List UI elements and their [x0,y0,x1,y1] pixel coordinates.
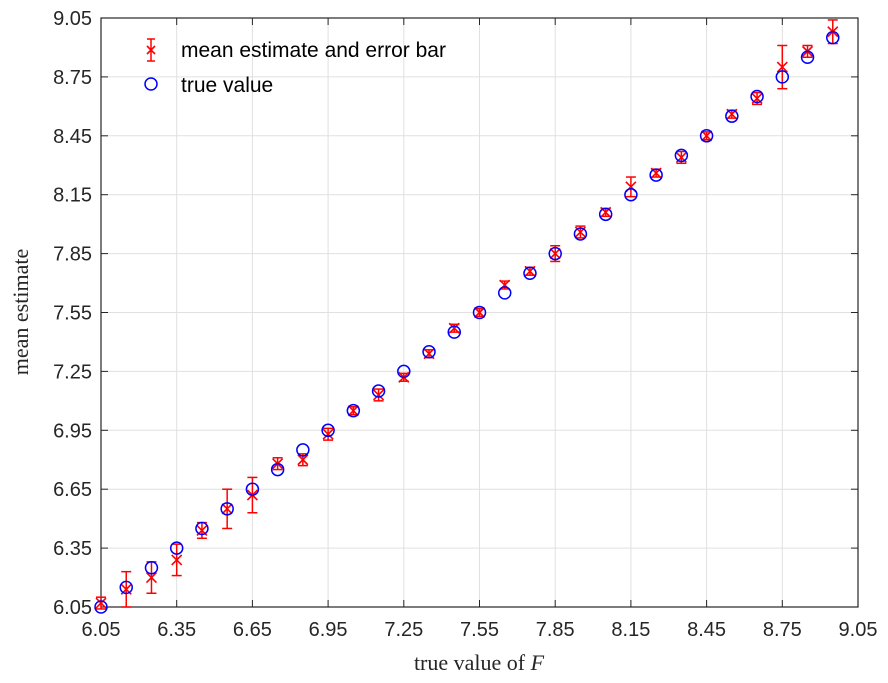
data-point-true-value [144,560,159,575]
data-point-true-value [725,109,739,123]
data-point-mean-estimate [347,405,359,417]
data-point-true-value [447,325,462,339]
data-point-true-value [397,364,411,379]
data-point-true-value [220,502,234,516]
data-point-true-value [624,187,638,202]
data-point-true-value [296,443,310,457]
data-point-mean-estimate [221,503,233,515]
data-point-mean-estimate [297,454,309,466]
data-point-mean-estimate [776,61,788,73]
data-point-true-value [573,227,588,241]
data-point-mean-estimate [701,130,713,142]
y-tick-label: 6.95 [53,420,92,442]
axis-ticks: 6.05 6.35 6.65 6.95 7.25 7.55 7.85 8.15 8.45 8.75… [53,8,877,641]
x-tick-label: 9.05 [839,619,878,641]
legend-marker-mean-estimate [146,38,156,62]
y-tick-label: 6.35 [53,538,92,560]
x-tick-label: 8.75 [763,619,802,641]
data-point-mean-estimate [95,597,107,609]
data-point-mean-estimate [171,554,183,566]
series-true-value [94,30,840,614]
data-point-true-value [548,246,562,261]
series-mean-estimate [95,19,839,610]
data-point-true-value [800,50,815,65]
x-tick-label: 6.35 [157,619,196,641]
data-point-true-value [497,286,512,300]
legend-x-marker [146,45,156,55]
data-point-true-value [649,168,663,182]
data-point-true-value [346,403,361,418]
data-point-true-value [826,30,840,45]
legend-label-true-value: true value [181,74,273,97]
y-tick-label: 6.65 [53,479,92,501]
x-tick-label: 6.95 [309,619,348,641]
data-point-true-value [169,541,184,555]
data-point-true-value [775,70,790,84]
data-point-mean-estimate [322,428,334,440]
x-tick-label: 6.05 [82,619,121,641]
x-tick-label: 6.65 [233,619,272,641]
data-point-mean-estimate [373,389,385,401]
x-tick-label: 7.85 [536,619,575,641]
data-point-true-value [598,207,613,222]
data-point-true-value [422,345,436,359]
y-tick-label: 7.25 [53,361,92,383]
data-point-true-value [119,580,133,595]
x-axis-label: true value of F [414,650,545,675]
y-tick-label: 6.05 [53,597,92,619]
y-axis-label: mean estimate [8,249,33,375]
data-point-true-value [523,266,537,280]
y-tick-label: 9.05 [53,8,92,30]
data-point-true-value [472,305,487,320]
y-tick-label: 8.75 [53,67,92,89]
data-point-true-value [321,423,335,438]
legend-label-mean-estimate: mean estimate and error bar [181,39,446,62]
x-tick-label: 8.15 [611,619,650,641]
data-point-true-value [195,521,209,536]
x-tick-label: 8.45 [687,619,726,641]
data-point-true-value [371,384,386,398]
legend-marker-true-value [144,77,158,91]
y-tick-label: 7.55 [53,303,92,325]
data-point-true-value [674,148,689,163]
y-tick-label: 8.15 [53,185,92,207]
data-point-true-value [270,462,285,477]
data-point-mean-estimate [473,306,486,319]
data-point-true-value [750,89,764,104]
data-point-true-value [245,482,260,496]
data-point-mean-estimate [145,571,158,584]
data-point-true-value [699,129,714,143]
data-point-mean-estimate [549,248,561,260]
x-tick-label: 7.25 [384,619,423,641]
y-tick-label: 8.45 [53,126,92,148]
legend: mean estimate and error bar true value [144,38,446,97]
x-tick-label: 7.55 [460,619,499,641]
data-point-true-value [94,600,108,614]
y-tick-label: 7.85 [53,244,92,266]
data-point-mean-estimate [448,322,460,334]
